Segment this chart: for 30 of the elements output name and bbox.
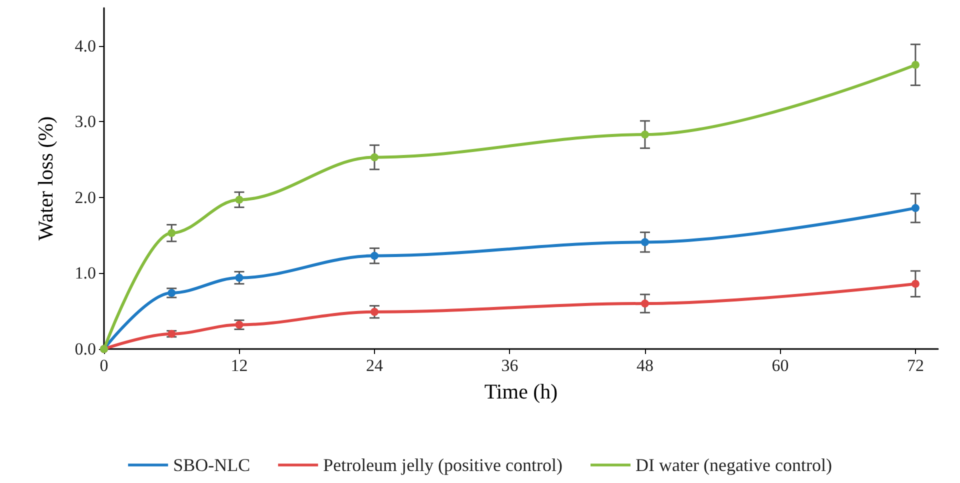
point (911, 280, 920, 288)
point (640, 300, 649, 308)
y-tick-label: 3.0 (74, 112, 96, 132)
y-axis-title: Water loss (%) (34, 116, 58, 241)
x-tick-label: 24 (366, 356, 384, 375)
x-tick-label: 36 (501, 356, 518, 375)
point (911, 204, 920, 212)
point (168, 330, 176, 338)
x-tick-label: 48 (636, 356, 654, 375)
point (235, 196, 244, 204)
y-tick-label: 2.0 (74, 188, 96, 207)
legend-label: DI water (negative control) (636, 455, 832, 475)
point (911, 60, 920, 69)
x-tick-label: 72 (906, 356, 924, 375)
point (370, 153, 378, 162)
point (168, 229, 176, 238)
y-tick-label: 0.0 (74, 340, 96, 358)
point (370, 308, 378, 316)
legend-label: SBO-NLC (173, 455, 250, 475)
x-tick-label: 60 (772, 356, 789, 375)
x-tick-label: 12 (230, 356, 248, 375)
point (235, 274, 244, 282)
y-tick-label: 4.0 (74, 36, 96, 56)
point (370, 252, 378, 260)
y-tick-label: 1.0 (74, 264, 96, 283)
legend-label: Petroleum jelly (positive control) (323, 455, 563, 475)
point (640, 238, 649, 246)
x-tick-label: 0 (100, 356, 108, 375)
point (640, 130, 649, 139)
x-axis-title: Time (h) (484, 380, 558, 404)
